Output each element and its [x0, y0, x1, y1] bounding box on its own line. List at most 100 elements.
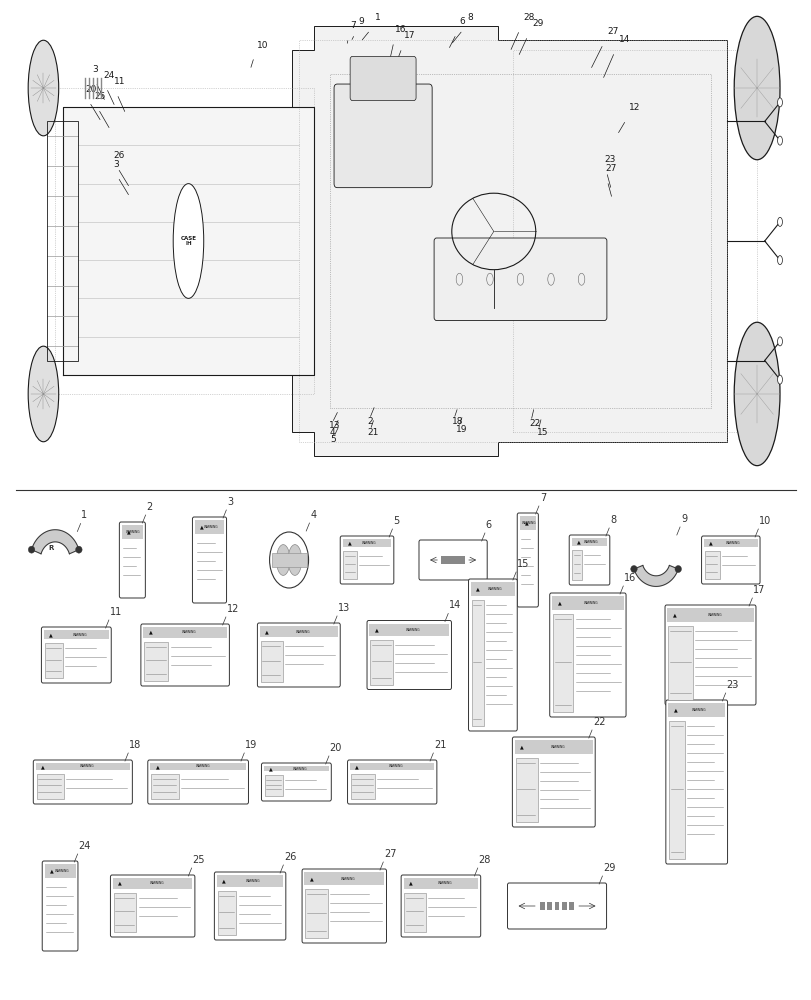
Text: WARNING: WARNING: [204, 525, 218, 529]
FancyBboxPatch shape: [350, 56, 415, 101]
Text: ▲: ▲: [673, 708, 676, 712]
FancyBboxPatch shape: [214, 872, 285, 940]
Text: 3: 3: [114, 160, 119, 169]
Bar: [113, 878, 192, 889]
Text: 10: 10: [256, 41, 268, 50]
Text: 5: 5: [393, 516, 399, 526]
Bar: [547, 902, 551, 910]
FancyBboxPatch shape: [418, 540, 487, 580]
Text: 29: 29: [603, 863, 615, 873]
Ellipse shape: [733, 16, 779, 160]
Text: 15: 15: [517, 559, 529, 569]
Text: 19: 19: [456, 425, 467, 434]
Text: 17: 17: [403, 31, 414, 40]
Text: WARNING: WARNING: [725, 541, 740, 545]
FancyBboxPatch shape: [468, 579, 517, 731]
Bar: [404, 893, 425, 932]
FancyBboxPatch shape: [261, 763, 331, 801]
Bar: [519, 516, 535, 530]
Text: 13: 13: [337, 603, 350, 613]
Text: 1: 1: [81, 510, 88, 520]
Text: 28: 28: [478, 855, 491, 865]
FancyBboxPatch shape: [192, 517, 226, 603]
Text: 25: 25: [94, 92, 105, 101]
Text: 12: 12: [226, 604, 238, 614]
Text: WARNING: WARNING: [292, 767, 307, 771]
Ellipse shape: [28, 546, 35, 553]
Bar: [571, 538, 607, 546]
Bar: [704, 551, 719, 579]
FancyBboxPatch shape: [41, 627, 111, 683]
Text: 8: 8: [467, 13, 473, 22]
Bar: [45, 864, 75, 878]
Bar: [572, 550, 581, 580]
Text: 21: 21: [367, 428, 379, 437]
Text: 2: 2: [367, 417, 372, 426]
Text: 20: 20: [85, 85, 97, 94]
Bar: [217, 875, 283, 887]
Bar: [36, 763, 130, 770]
Text: 5: 5: [330, 435, 336, 444]
Polygon shape: [291, 26, 726, 456]
Bar: [513, 50, 756, 432]
Text: 14: 14: [618, 35, 629, 44]
Text: R: R: [49, 545, 54, 551]
Bar: [667, 626, 692, 700]
Text: 27: 27: [384, 849, 396, 859]
Bar: [342, 539, 391, 547]
Text: ▲: ▲: [375, 627, 378, 632]
Text: 26: 26: [284, 852, 296, 862]
FancyBboxPatch shape: [507, 883, 606, 929]
Text: WARNING: WARNING: [295, 630, 310, 634]
Text: 2: 2: [146, 502, 152, 512]
FancyBboxPatch shape: [347, 760, 436, 804]
Text: ▲: ▲: [355, 764, 358, 769]
Text: ▲: ▲: [348, 540, 351, 545]
Text: WARNING: WARNING: [72, 633, 87, 637]
Bar: [264, 766, 328, 771]
Text: ▲: ▲: [50, 868, 54, 874]
Text: WARNING: WARNING: [246, 879, 260, 883]
Ellipse shape: [777, 136, 782, 145]
Ellipse shape: [28, 40, 58, 136]
Text: WARNING: WARNING: [406, 628, 420, 632]
Bar: [667, 608, 753, 622]
Ellipse shape: [276, 545, 290, 575]
Bar: [440, 556, 445, 564]
Bar: [455, 556, 460, 564]
Text: ▲: ▲: [265, 629, 268, 634]
Text: 25: 25: [192, 855, 204, 865]
Bar: [539, 902, 544, 910]
FancyBboxPatch shape: [148, 760, 248, 804]
Bar: [445, 556, 450, 564]
FancyBboxPatch shape: [665, 700, 727, 864]
Bar: [460, 556, 465, 564]
Text: ▲: ▲: [49, 632, 53, 637]
Text: CASE
IH: CASE IH: [180, 236, 196, 246]
Text: WARNING: WARNING: [692, 708, 706, 712]
Text: 6: 6: [459, 17, 465, 26]
Bar: [470, 582, 514, 596]
Text: 11: 11: [109, 607, 122, 617]
Bar: [144, 642, 168, 681]
Text: WARNING: WARNING: [195, 764, 210, 768]
Text: 12: 12: [629, 103, 640, 112]
Bar: [150, 763, 246, 770]
Text: 23: 23: [603, 155, 615, 164]
Bar: [298, 40, 726, 442]
FancyBboxPatch shape: [42, 861, 78, 951]
Text: ▲: ▲: [200, 524, 204, 529]
Text: 4: 4: [310, 510, 316, 520]
Text: 24: 24: [79, 841, 91, 851]
Bar: [264, 775, 283, 796]
FancyBboxPatch shape: [110, 875, 195, 937]
FancyBboxPatch shape: [33, 760, 132, 804]
Bar: [350, 763, 434, 770]
Text: ▲: ▲: [127, 529, 131, 534]
FancyBboxPatch shape: [549, 593, 625, 717]
Text: 11: 11: [114, 77, 125, 86]
Text: WARNING: WARNING: [437, 881, 452, 885]
Text: ▲: ▲: [525, 520, 528, 526]
Ellipse shape: [733, 322, 779, 466]
Text: 14: 14: [448, 600, 461, 610]
